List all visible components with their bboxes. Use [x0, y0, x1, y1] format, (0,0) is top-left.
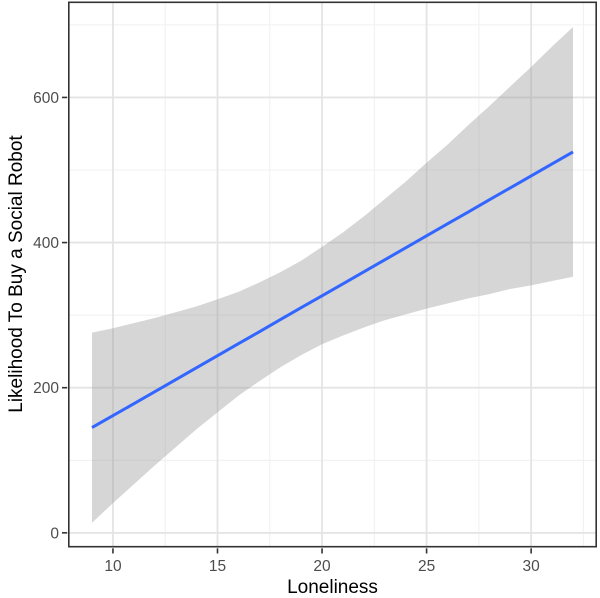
x-tick-label: 10: [104, 558, 122, 575]
x-tick-label: 15: [209, 558, 226, 575]
x-axis-title: Loneliness: [287, 577, 378, 598]
x-tick-label: 30: [523, 558, 541, 575]
regression-line: [91, 150, 574, 429]
y-tick-label: 600: [33, 90, 59, 107]
x-tick-label: 25: [418, 558, 435, 575]
y-axis-title: Likelihood To Buy a Social Robot: [6, 135, 27, 413]
y-tick-label: 0: [50, 525, 59, 542]
confidence-ribbon: [92, 27, 573, 523]
panel-border: [68, 1, 598, 548]
y-tick-label: 200: [33, 380, 59, 397]
panel-background: [68, 1, 597, 548]
y-tick-label: 400: [33, 235, 59, 252]
x-tick-label: 20: [313, 558, 331, 575]
